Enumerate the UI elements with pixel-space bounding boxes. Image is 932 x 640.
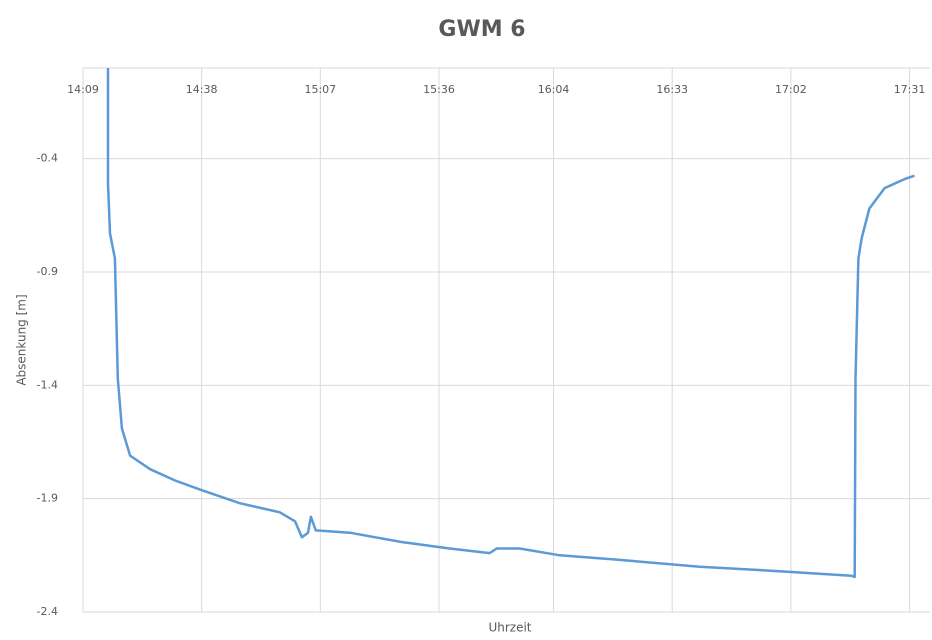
- x-tick-label: 17:02: [775, 83, 807, 96]
- x-tick-label: 17:31: [894, 83, 926, 96]
- y-tick-label: -1.9: [37, 492, 58, 505]
- chart-title: GWM 6: [438, 17, 525, 42]
- y-tick-label: -2.4: [37, 605, 58, 618]
- x-tick-label: 16:04: [538, 83, 570, 96]
- x-tick-label: 16:33: [656, 83, 688, 96]
- x-tick-label: 15:36: [423, 83, 455, 96]
- x-tick-label: 14:09: [67, 83, 99, 96]
- y-tick-label: -1.4: [37, 378, 58, 391]
- y-tick-label: -0.9: [37, 265, 58, 278]
- y-axis-title: Absenkung [m]: [15, 294, 29, 385]
- x-axis-title: Uhrzeit: [488, 621, 531, 635]
- y-tick-label: -0.4: [37, 152, 58, 165]
- data-line: [106, 68, 915, 579]
- x-tick-label: 14:38: [186, 83, 218, 96]
- x-tick-label: 15:07: [304, 83, 336, 96]
